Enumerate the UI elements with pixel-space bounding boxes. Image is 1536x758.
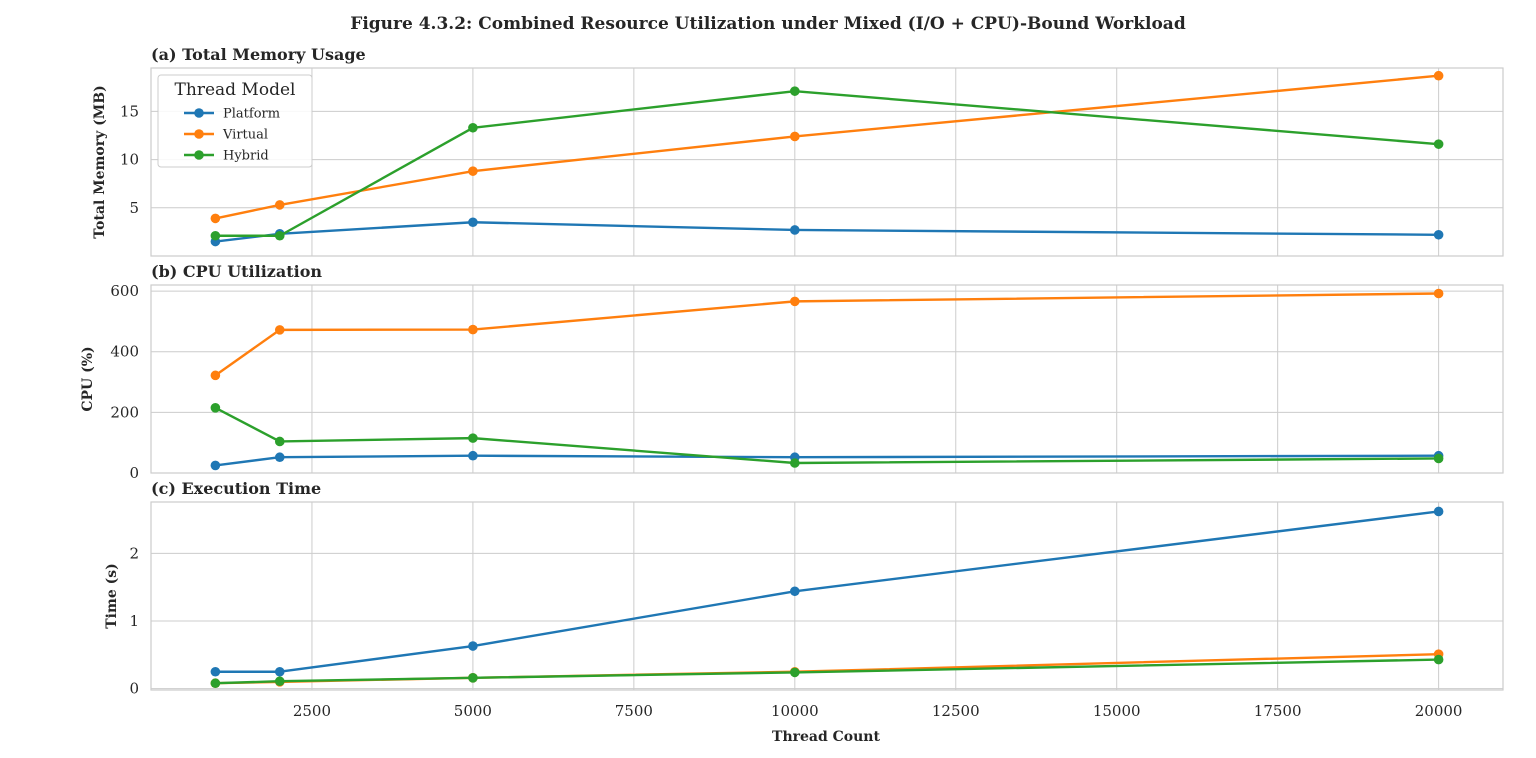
data-point-platform: [210, 460, 221, 471]
x-tick-label: 5000: [454, 702, 492, 720]
data-point-hybrid: [210, 678, 221, 689]
x-axis-label: Thread Count: [772, 729, 880, 745]
data-point-virtual: [1433, 288, 1444, 299]
data-point-platform: [790, 586, 800, 597]
panel-1: 5 10 15 (a) Total Memory Usage Total Memory …: [92, 45, 1504, 257]
data-point-hybrid: [790, 458, 800, 468]
data-point-platform: [468, 641, 478, 651]
y-axis-label: Time (s): [104, 563, 120, 628]
figure-title: Figure 4.3.2: Combined Resource Utilizat…: [350, 14, 1186, 34]
x-tick-label: 17500: [1254, 702, 1302, 720]
data-point-platform: [468, 217, 478, 228]
x-tick-label: 20000: [1415, 702, 1463, 720]
y-tick-label: 1: [129, 612, 139, 630]
data-point-hybrid: [1433, 654, 1444, 665]
legend-marker-platform: [194, 108, 204, 118]
y-tick-label: 0: [129, 464, 139, 482]
data-point-virtual: [210, 370, 221, 381]
x-tick-label: 12500: [932, 702, 980, 720]
data-point-hybrid: [1433, 453, 1444, 464]
y-tick-label: 0: [129, 680, 139, 698]
y-tick-label: 200: [110, 403, 139, 421]
legend-box: [157, 74, 313, 168]
data-point-hybrid: [468, 122, 478, 133]
series-line-platform: [215, 510, 1439, 673]
series-line-hybrid: [215, 658, 1439, 685]
data-point-virtual: [468, 166, 478, 176]
series-line-virtual: [214, 292, 1439, 377]
data-point-platform: [210, 666, 221, 677]
data-point-platform: [274, 666, 285, 677]
data-point-hybrid: [468, 433, 478, 443]
panel-title: (a) Total Memory Usage: [151, 45, 366, 64]
data-point-platform: [1433, 229, 1444, 240]
data-point-virtual: [790, 131, 800, 142]
data-point-virtual: [468, 324, 478, 335]
series-line-platform: [215, 221, 1439, 243]
data-point-platform: [274, 452, 285, 463]
data-point-platform: [468, 450, 478, 461]
series-line-hybrid: [214, 406, 1439, 465]
panel-3: 0 1 2 2500 5000 7500 10000 12500 15000 17500 20000…: [104, 479, 1504, 720]
data-point-virtual: [790, 296, 800, 307]
data-point-virtual: [210, 213, 221, 224]
data-point-hybrid: [468, 673, 478, 683]
data-point-hybrid: [790, 667, 800, 678]
panel-title: (c) Execution Time: [151, 479, 321, 498]
y-tick-label: 10: [120, 151, 139, 169]
y-tick-label: 15: [120, 102, 139, 120]
legend-title: Thread Model: [175, 80, 296, 100]
data-point-hybrid: [274, 230, 285, 241]
legend: Thread Model Platform Virtual Hybrid: [157, 74, 313, 168]
legend-label: Virtual: [222, 128, 268, 143]
data-point-virtual: [1433, 70, 1444, 81]
series-line-hybrid: [215, 89, 1439, 237]
data-point-hybrid: [210, 230, 221, 241]
data-point-hybrid: [210, 403, 221, 413]
plot-frame: [150, 501, 1504, 691]
panel-title: (b) CPU Utilization: [151, 262, 322, 281]
y-tick-label: 5: [129, 199, 139, 217]
legend-label: Hybrid: [223, 149, 269, 164]
legend-marker-virtual: [194, 129, 204, 139]
y-tick-label: 600: [110, 282, 139, 300]
data-point-hybrid: [1433, 139, 1444, 149]
data-point-virtual: [274, 325, 285, 335]
y-tick-label: 400: [110, 343, 139, 361]
plot-frame: [150, 284, 1504, 474]
plot-frame: [150, 67, 1504, 257]
data-point-platform: [1433, 506, 1444, 517]
legend-marker-hybrid: [194, 150, 204, 160]
data-point-platform: [790, 225, 800, 235]
series-line-virtual: [215, 74, 1439, 220]
panel-2: 0 200 400 600 (b) CPU Utilization CPU (%): [80, 262, 1504, 482]
x-tick-label: 10000: [771, 702, 819, 720]
data-point-hybrid: [274, 436, 285, 447]
x-tick-label: 2500: [293, 702, 331, 720]
x-tick-label: 15000: [1093, 702, 1141, 720]
y-axis-label: Total Memory (MB): [92, 85, 108, 238]
x-tick-label: 7500: [615, 702, 653, 720]
data-point-hybrid: [274, 676, 285, 687]
data-point-hybrid: [790, 86, 800, 96]
data-point-virtual: [274, 200, 285, 210]
y-axis-label: CPU (%): [80, 346, 96, 411]
y-tick-label: 2: [129, 544, 139, 562]
legend-label: Platform: [223, 107, 280, 122]
